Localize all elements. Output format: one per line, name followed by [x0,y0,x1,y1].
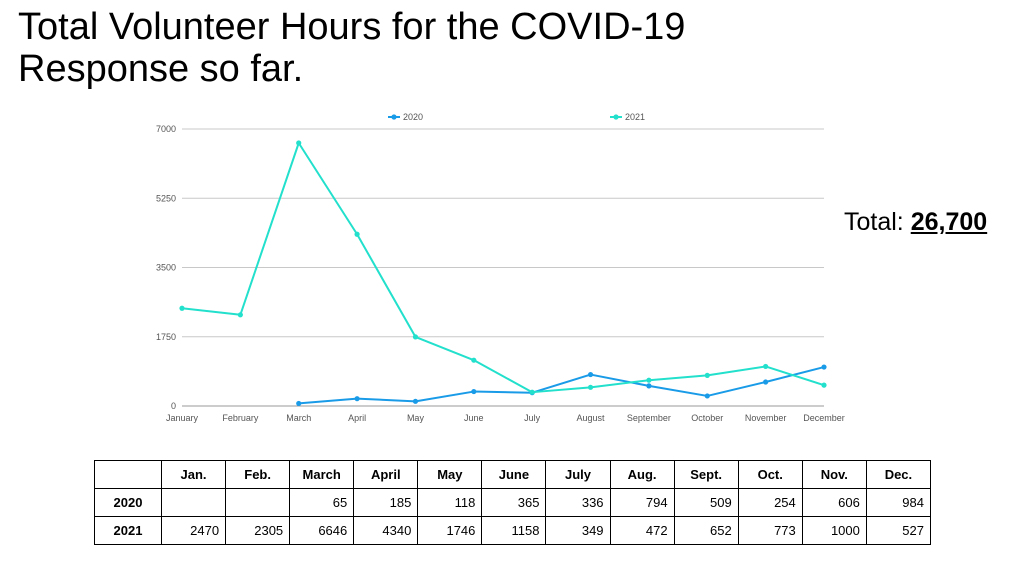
legend-marker [613,114,619,120]
table-cell: 472 [609,516,675,545]
table-cell: 349 [545,516,611,545]
data-point-2021 [704,372,710,379]
x-tick-label: October [691,413,723,423]
total-label: Total: [844,208,904,236]
total-hours: Total: 26,700 [844,208,987,237]
x-tick-label: March [286,413,311,423]
table-row: 2020 65 185 118 365 336 794 509 254 606 984 [94,488,932,517]
y-tick-label: 7000 [156,124,176,134]
legend-label: 2020 [403,112,423,122]
table-cell: 1746 [417,516,483,545]
table-cell: 2470 [160,516,227,545]
data-point-2020 [412,398,419,404]
data-point-2021 [821,382,827,388]
table-header-cell: Aug. [609,460,675,489]
table-cell: 365 [481,488,547,517]
x-tick-label: May [407,413,425,423]
table-row-label: 2020 [94,488,162,517]
legend-label: 2021 [625,112,645,122]
table-row-label: 2021 [94,516,162,545]
table-header-cell: Dec. [865,460,932,489]
data-point-2021 [646,377,652,383]
data-point-2021 [763,363,769,370]
table-row: 2021 2470 2305 6646 4340 1746 1158 349 472 652 773… [94,516,932,545]
y-tick-label: 1750 [156,332,176,342]
data-point-2020 [296,400,302,407]
table-cell: 118 [417,488,483,517]
data-point-2021 [529,389,535,395]
table-cell: 1158 [481,516,547,545]
y-tick-label: 3500 [156,263,176,273]
table-cell: 2305 [225,516,291,545]
data-point-2021 [354,231,360,237]
table-header-cell: May [417,460,483,489]
table-header-cell: Jan. [160,460,227,489]
table-cell: 509 [673,488,739,517]
data-point-2021 [237,312,243,318]
total-value: 26,700 [910,208,988,236]
table-cell: 1000 [801,516,867,545]
table-cell: 773 [737,516,803,545]
table-cell [160,488,227,517]
x-tick-label: June [464,413,484,423]
data-point-2021 [296,140,302,146]
data-point-2020 [704,393,710,399]
table-corner-cell [94,460,162,489]
table-header-cell: Oct. [737,460,803,489]
table-cell: 606 [801,488,867,517]
table-cell: 652 [673,516,739,545]
table-cell: 6646 [289,516,355,545]
x-tick-label: December [803,413,845,423]
table-cell: 527 [865,516,932,545]
x-tick-label: September [627,413,671,423]
table-header-cell: April [353,460,419,489]
table-header-cell: July [545,460,611,489]
series-line-2021 [181,142,825,394]
data-point-2020 [471,388,477,395]
table-cell: 794 [609,488,675,517]
table-header-cell: Sept. [673,460,739,489]
table-header-row: Jan. Feb. March April May June July Aug. Sept. Oc… [94,460,932,489]
x-tick-label: August [577,413,606,423]
table-header-cell: June [481,460,547,489]
x-tick-label: January [166,413,199,423]
table-header-cell: Nov. [801,460,867,489]
hours-table: Jan. Feb. March April May June July Aug. Sept. Oc… [94,460,932,545]
data-point-2020 [587,371,594,378]
x-tick-label: November [745,413,787,423]
data-point-2021 [471,357,477,363]
data-point-2021 [179,305,185,311]
y-tick-label: 0 [171,401,176,411]
table-cell: 336 [545,488,611,517]
table-header-cell: Feb. [225,460,291,489]
table-header-cell: March [289,460,355,489]
y-tick-label: 5250 [156,193,176,203]
series-line-2020 [298,366,825,405]
table-cell: 65 [289,488,355,517]
table-cell: 984 [865,488,932,517]
table-cell: 4340 [353,516,419,545]
data-point-2021 [412,334,419,340]
table-cell: 185 [353,488,419,517]
table-cell: 254 [737,488,803,517]
data-point-2020 [646,383,652,389]
line-chart: 0 1750 3500 5250 7000 January February March Apr… [156,112,845,423]
data-point-2021 [587,384,594,390]
data-point-2020 [821,364,827,370]
x-tick-label: July [524,413,541,423]
data-point-2020 [354,396,360,402]
x-tick-label: April [348,413,366,423]
data-point-2020 [763,379,769,385]
legend-marker [391,114,397,120]
slide-title: Total Volunteer Hours for the COVID-19 R… [18,6,686,90]
table-cell [225,488,291,517]
x-tick-label: February [222,413,259,423]
